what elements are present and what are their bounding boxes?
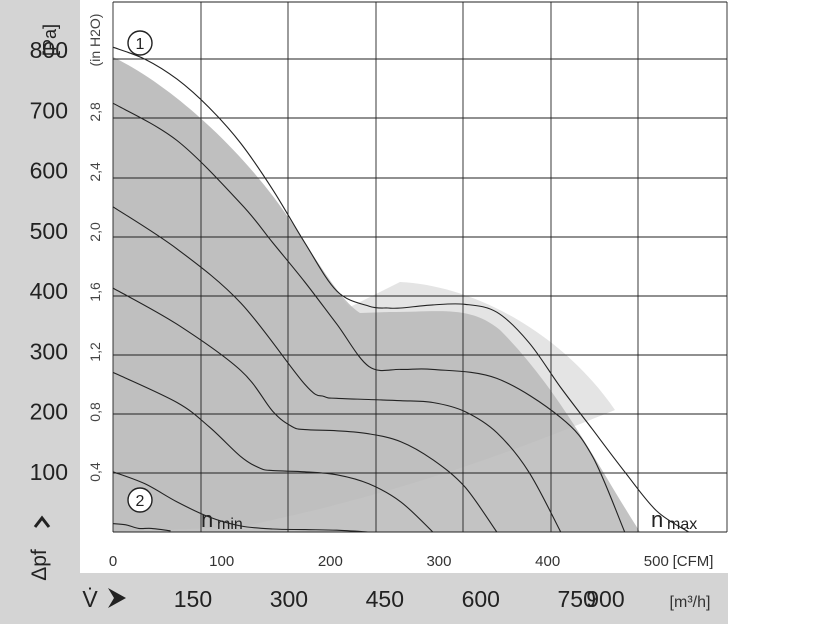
chart-grid xyxy=(112,1,728,533)
x-tick-label-cfm: 0 xyxy=(109,553,117,570)
y-tick-labels-pa: 100 200 300 400 500 600 700 800 xyxy=(30,37,68,485)
x-tick-label-cfm: 400 xyxy=(535,553,560,570)
x-tick-label-cfm: 200 xyxy=(318,553,343,570)
y-tick-label: 600 xyxy=(30,158,68,184)
curve-1-label: 2 xyxy=(136,493,145,510)
curve-min-speed xyxy=(112,523,171,532)
curve-intermediate xyxy=(112,287,498,533)
y-tick-label: 200 xyxy=(30,399,68,425)
y-tick-label-inh2o: 2,8 xyxy=(87,102,103,122)
x-tick-label-m3h: 900 xyxy=(586,586,624,612)
x-tick-label-m3h: 150 xyxy=(174,586,212,612)
operating-region-dark xyxy=(113,57,640,532)
x-unit-m3h: [m³/h] xyxy=(670,594,711,611)
x-tick-label-cfm: 500 xyxy=(644,553,669,570)
left-axis-band xyxy=(0,0,80,624)
n-max-symbol: n xyxy=(651,507,663,532)
y-tick-label-inh2o: 0,4 xyxy=(87,462,103,482)
y-tick-label-inh2o: 2,4 xyxy=(87,162,103,182)
y-tick-labels-inh2o: 0,4 0,8 1,2 1,6 2,0 2,4 2,8 xyxy=(87,102,103,482)
x-axis-arrow-icon xyxy=(108,588,126,608)
x-tick-labels-cfm: 0 100 200 300 400 500 xyxy=(109,553,669,570)
y-tick-label: 400 xyxy=(30,278,68,304)
x-tick-label-m3h: 300 xyxy=(270,586,308,612)
curve-intermediate xyxy=(112,206,562,533)
x-tick-label-cfm: 100 xyxy=(209,553,234,570)
y-axis-arrow-icon xyxy=(33,515,51,528)
x-tick-label-cfm: 300 xyxy=(426,553,451,570)
curve-intermediate xyxy=(112,102,626,533)
x-unit-cfm: [CFM] xyxy=(673,553,714,570)
y-tick-label: 500 xyxy=(30,218,68,244)
y-tick-label: 800 xyxy=(30,37,68,63)
x-tick-label-m3h: 750 xyxy=(558,586,596,612)
characteristic-curves xyxy=(112,46,689,533)
curve-max-speed xyxy=(112,46,689,533)
y-tick-label: 700 xyxy=(30,97,68,123)
n-min-subscript: min xyxy=(217,516,243,533)
y-tick-label-inh2o: 1,2 xyxy=(87,342,103,362)
y-axis-symbol: Δpf xyxy=(28,549,51,581)
y-tick-label-inh2o: 2,0 xyxy=(87,222,103,242)
n-min-symbol: n xyxy=(201,507,213,532)
curve-1-marker xyxy=(127,487,153,513)
curve-2-marker xyxy=(127,30,153,56)
x-tick-label-m3h: 600 xyxy=(462,586,500,612)
x-axis-symbol: V̇ xyxy=(82,586,98,612)
x-tick-label-m3h: 450 xyxy=(366,586,404,612)
curve-2-label: 1 xyxy=(136,36,145,53)
curve-intermediate xyxy=(112,371,434,533)
n-max-subscript: max xyxy=(667,516,697,533)
y-tick-label: 300 xyxy=(30,338,68,364)
y-unit-label-2: (in H2O) xyxy=(87,14,103,67)
y-tick-label-inh2o: 0,8 xyxy=(87,402,103,422)
y-unit-label: [Pa] xyxy=(40,24,60,56)
y-tick-label-inh2o: 1,6 xyxy=(87,282,103,302)
y-tick-label: 100 xyxy=(30,459,68,485)
curve-intermediate xyxy=(112,471,369,533)
